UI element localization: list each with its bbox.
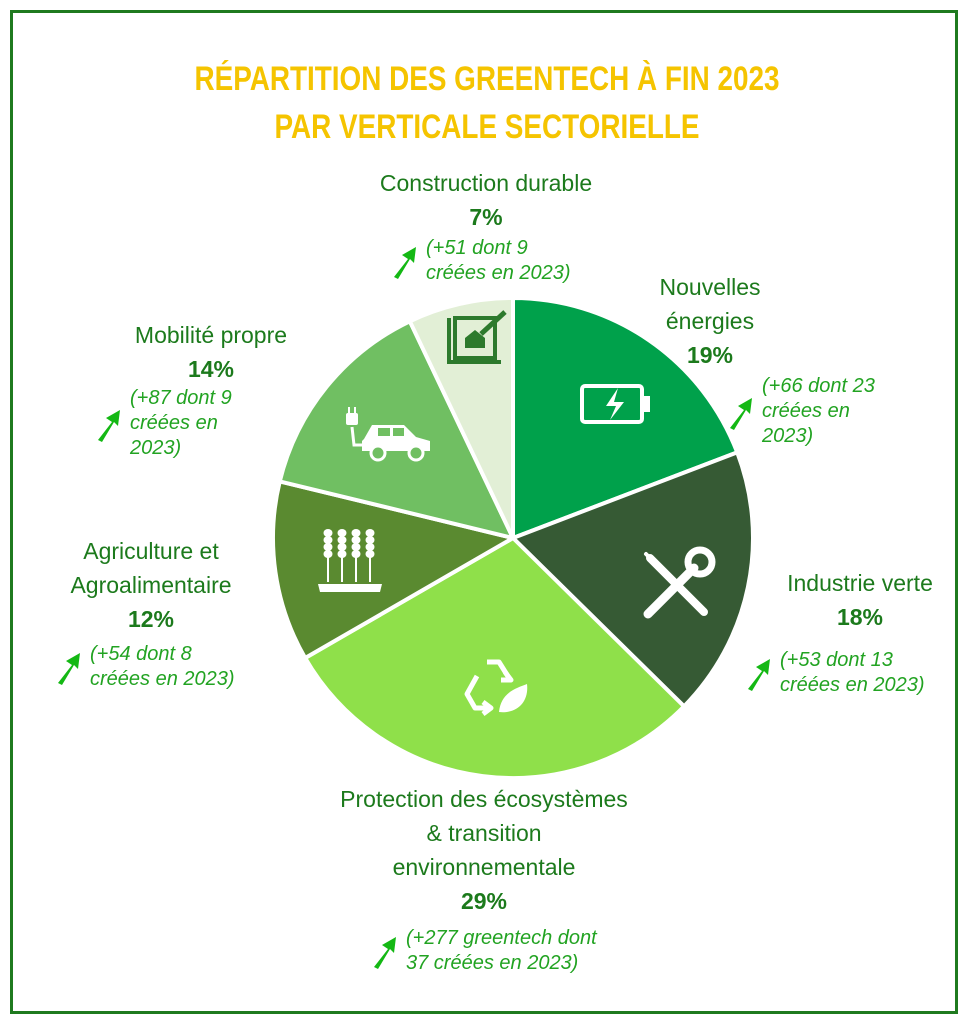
label-agriculture: Agriculture et Agroalimentaire 12%	[36, 534, 266, 636]
slice-percent: 19%	[686, 342, 734, 368]
note-line: (+277 greentech dont	[406, 927, 597, 949]
slice-name: Construction durable	[379, 170, 593, 196]
wheat-icon	[318, 529, 382, 592]
electric-car-icon	[346, 407, 430, 462]
note-line: (+53 dont 13	[780, 649, 893, 671]
up-arrow-icon	[58, 653, 80, 685]
note-line: créées en 2023)	[780, 674, 925, 696]
slice-name: Protection des écosystèmes	[340, 786, 628, 812]
slice-percent: 29%	[460, 888, 508, 914]
slice-name: Industrie verte	[787, 570, 933, 596]
title-line-1: RÉPARTITION DES GREENTECH À FIN 2023	[194, 60, 780, 98]
slice-percent: 14%	[187, 356, 235, 382]
note-line: créées en	[130, 412, 218, 434]
note-line: (+54 dont 8	[90, 643, 192, 665]
note-construction: (+51 dont 9 créées en 2023)	[388, 236, 571, 286]
chart-frame	[10, 10, 958, 1014]
title-line-2: PAR VERTICALE SECTORIELLE	[274, 108, 700, 146]
slice-name: Mobilité propre	[134, 322, 288, 348]
slice-name: Nouvelles	[659, 274, 761, 300]
up-arrow-icon	[98, 409, 120, 442]
label-construction: Construction durable 7%	[326, 166, 646, 234]
slice-name: Agroalimentaire	[70, 572, 232, 598]
note-protection: (+277 greentech dont 37 créées en 2023)	[368, 926, 597, 976]
up-arrow-icon	[748, 659, 770, 691]
note-line: 2023)	[130, 437, 182, 459]
note-line: créées en 2023)	[426, 262, 571, 284]
pie-slice-industrie	[509, 449, 755, 710]
slice-percent: 7%	[469, 204, 503, 230]
recycle-leaf-icon	[464, 659, 528, 716]
note-nouvelles: (+66 dont 23 créées en 2023)	[724, 374, 875, 449]
note-line: créées en 2023)	[90, 668, 235, 690]
house-plan-icon	[447, 310, 507, 364]
note-mobilite: (+87 dont 9 créées en 2023)	[92, 386, 232, 461]
label-nouvelles: Nouvelles énergies 19%	[610, 270, 810, 372]
tools-icon	[643, 546, 716, 619]
label-industrie: Industrie verte 18%	[760, 566, 960, 634]
note-line: (+87 dont 9	[130, 387, 232, 409]
note-line: 2023)	[762, 425, 814, 447]
slice-percent: 18%	[836, 604, 884, 630]
up-arrow-icon	[394, 247, 416, 279]
battery-icon	[580, 384, 650, 424]
note-line: 37 créées en 2023)	[406, 952, 579, 974]
note-industrie: (+53 dont 13 créées en 2023)	[742, 648, 925, 698]
up-arrow-icon	[730, 397, 752, 430]
note-line: (+66 dont 23	[762, 375, 875, 397]
label-mobilite: Mobilité propre 14%	[96, 318, 326, 386]
up-arrow-icon	[374, 937, 396, 969]
pie-slice-protection	[302, 535, 687, 780]
note-agriculture: (+54 dont 8 créées en 2023)	[52, 642, 235, 692]
slice-name: énergies	[665, 308, 755, 334]
slice-name: & transition	[426, 820, 542, 846]
note-line: créées en	[762, 400, 850, 422]
note-line: (+51 dont 9	[426, 237, 528, 259]
label-protection: Protection des écosystèmes & transition …	[284, 782, 684, 918]
pie-slice-nouvelles	[511, 295, 740, 541]
chart-title: RÉPARTITION DES GREENTECH À FIN 2023 PAR…	[88, 55, 887, 151]
slice-name: environnementale	[392, 854, 576, 880]
slice-name: Agriculture et	[83, 538, 219, 564]
pie-slice-agriculture	[271, 479, 519, 661]
slice-percent: 12%	[127, 606, 175, 632]
